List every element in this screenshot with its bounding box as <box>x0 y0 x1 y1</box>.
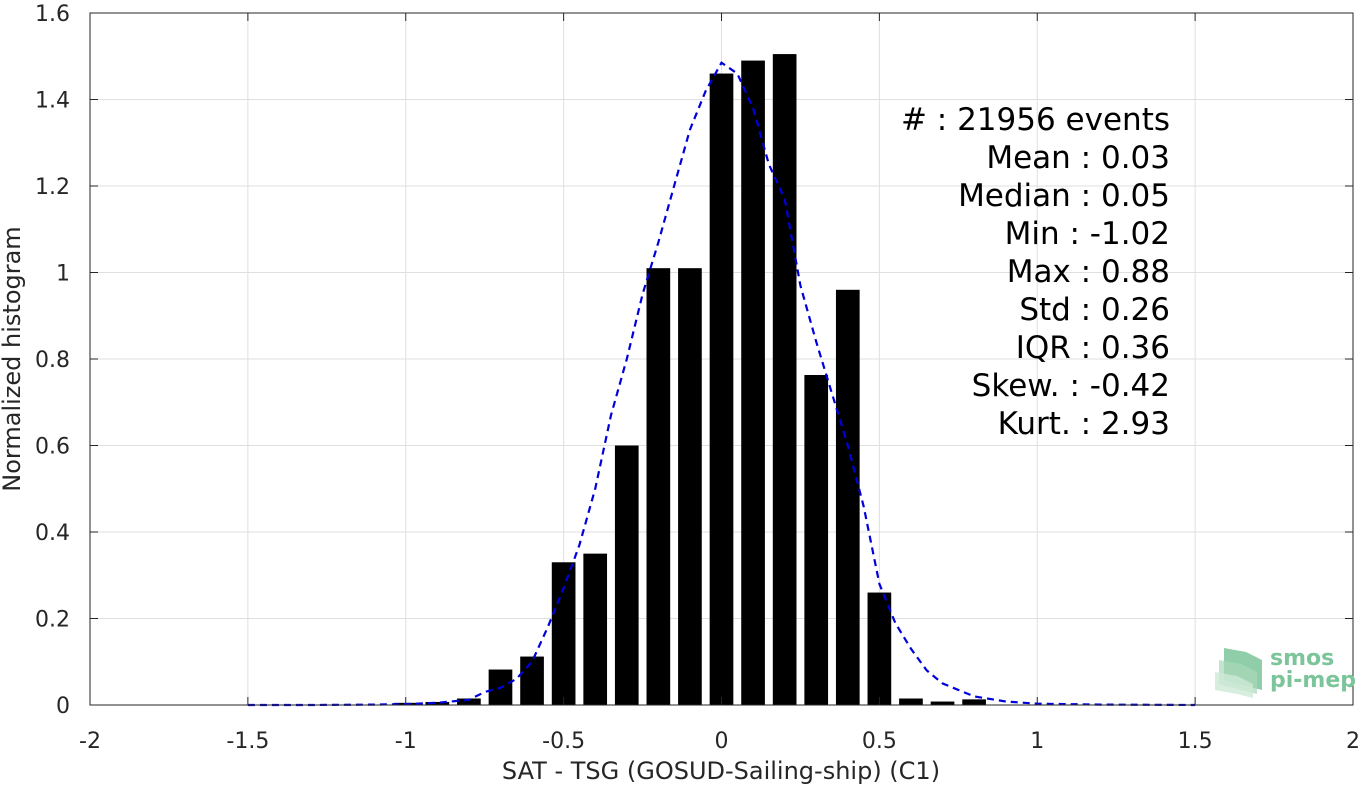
x-tick-label: 0.5 <box>862 729 897 754</box>
stats-line: Kurt. : 2.93 <box>998 406 1170 442</box>
histogram-bar <box>867 592 892 705</box>
logo-text-smos: smos <box>1270 646 1334 671</box>
y-tick-labels: 0 0.2 0.4 0.6 0.8 1 1.2 1.4 1.6 <box>35 2 70 719</box>
histogram-bar <box>709 73 734 706</box>
x-tick-label: 1.5 <box>1178 729 1213 754</box>
histogram-bar <box>804 375 829 705</box>
stats-line: IQR : 0.36 <box>1016 330 1170 366</box>
histogram-bar <box>551 562 576 705</box>
stats-line: Mean : 0.03 <box>986 140 1170 176</box>
y-tick-label: 1.4 <box>35 89 70 114</box>
y-tick-label: 0.4 <box>35 521 70 546</box>
histogram-bar <box>741 60 765 705</box>
axis-ticks <box>89 12 1354 706</box>
stats-line: Skew. : -0.42 <box>972 368 1170 404</box>
stats-line: Median : 0.05 <box>958 178 1170 214</box>
y-tick-label: 1 <box>56 262 70 287</box>
histogram-bar <box>772 54 797 705</box>
stats-line: Max : 0.88 <box>1007 254 1170 290</box>
histogram-bar <box>425 701 450 705</box>
x-tick-label: 1 <box>1030 729 1044 754</box>
histogram-bar <box>457 698 481 705</box>
x-axis-label: SAT - TSG (GOSUD-Sailing-ship) (C1) <box>502 757 940 785</box>
histogram-bar <box>930 701 955 705</box>
y-tick-label: 0.6 <box>35 435 70 460</box>
y-tick-label: 1.2 <box>35 175 70 200</box>
histogram-bar <box>678 268 702 705</box>
stats-line: Min : -1.02 <box>1005 216 1170 252</box>
y-tick-label: 0 <box>56 694 70 719</box>
x-tick-label: 2 <box>1346 729 1360 754</box>
stats-line: Std : 0.26 <box>1019 292 1170 328</box>
histogram-bar <box>899 698 923 705</box>
x-tick-label: -0.5 <box>542 729 585 754</box>
y-tick-label: 0.2 <box>35 608 70 633</box>
y-axis-label: Normalized histogram <box>0 226 26 491</box>
histogram-bar <box>835 289 860 705</box>
x-tick-label: -2 <box>79 729 101 754</box>
fit-curve-line <box>247 61 1196 707</box>
histogram-bars <box>393 54 986 706</box>
y-tick-label: 0.8 <box>35 348 70 373</box>
histogram-bar <box>962 699 986 705</box>
x-tick-label: -1.5 <box>226 729 269 754</box>
histogram-bar <box>614 445 639 705</box>
smos-logo: smos pi-mep <box>1215 646 1356 698</box>
logo-mark-icon <box>1215 648 1262 698</box>
x-tick-label: 0 <box>715 729 729 754</box>
histogram-bar <box>520 656 544 705</box>
histogram-bar <box>646 268 671 705</box>
logo-text-pimep: pi-mep <box>1270 668 1356 693</box>
x-tick-label: -1 <box>395 729 417 754</box>
y-tick-label: 1.6 <box>35 2 70 27</box>
histogram-bar <box>583 553 608 705</box>
stats-line: # : 21956 events <box>901 102 1170 138</box>
x-tick-labels: -2 -1.5 -1 -0.5 0 0.5 1 1.5 2 <box>79 729 1360 754</box>
